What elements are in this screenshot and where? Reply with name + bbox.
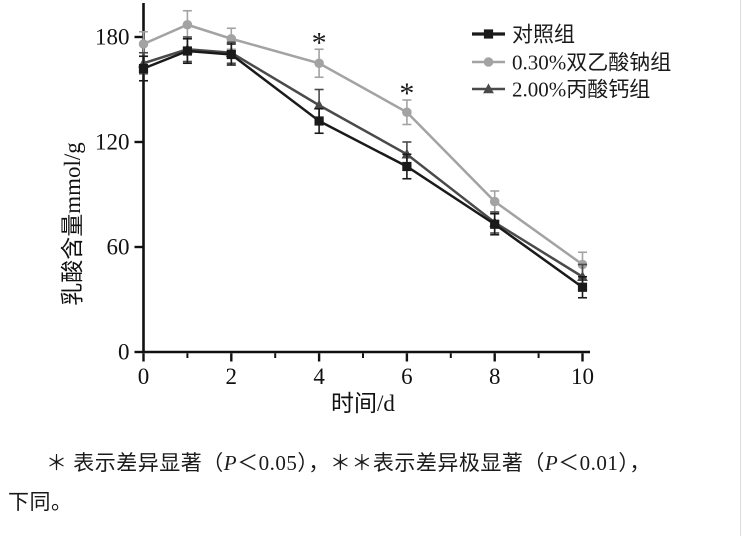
footnote-p-italic: P <box>223 451 238 475</box>
series-triangle <box>138 36 588 290</box>
x-tick-label: 0 <box>138 364 150 389</box>
square-marker <box>483 29 494 39</box>
legend-label: 对照组 <box>512 23 575 47</box>
significance-asterisk: * <box>399 77 414 110</box>
square-marker <box>138 63 149 74</box>
footnote-text: ＜0.05），＊＊表示差异极显著（ <box>237 451 545 475</box>
triangle-marker <box>313 99 325 110</box>
y-tick-label: 180 <box>95 25 130 50</box>
x-tick-label: 4 <box>313 364 325 389</box>
square-marker <box>577 282 588 292</box>
footnote-p-italic: P <box>544 451 559 475</box>
square-marker <box>490 219 500 229</box>
page-right-border <box>740 0 741 536</box>
circle-marker <box>226 33 237 44</box>
circle-marker <box>402 107 412 118</box>
circle-marker <box>483 57 494 67</box>
line-chart: 0 60 120 180 0 2 4 6 8 10 时间/d 乳酸含量mmol/g * * 对照组 0.30%… <box>60 3 671 416</box>
x-tick-label: 8 <box>489 364 501 389</box>
circle-marker <box>182 19 193 30</box>
footnote-line-1: ＊ 表示差异显著（P＜0.05），＊＊表示差异极显著（P＜0.01）， <box>6 444 738 483</box>
chart-svg: 0 60 120 180 0 2 4 6 8 10 时间/d 乳酸含量mmol/g * * 对照组 0.30%… <box>60 3 671 416</box>
y-axis-label: 乳酸含量mmol/g <box>60 142 85 306</box>
legend-item: 2.00%丙酸钙组 <box>472 78 650 102</box>
y-tick-label: 0 <box>118 340 130 365</box>
square-marker <box>402 161 412 172</box>
legend-item: 对照组 <box>472 23 575 47</box>
footnote-text: ＜0.01）， <box>558 451 651 475</box>
y-tick-label: 60 <box>107 235 130 260</box>
square-marker <box>314 116 324 126</box>
significance-asterisk: * <box>312 26 327 59</box>
y-tick-label: 120 <box>95 130 130 155</box>
x-tick-label: 6 <box>401 364 413 389</box>
circle-marker <box>138 39 149 49</box>
legend-label: 0.30%双乙酸钠组 <box>512 51 671 75</box>
footnote-text: ＊ 表示差异显著（ <box>46 451 224 475</box>
legend-label: 2.00%丙酸钙组 <box>512 78 650 102</box>
triangle-marker <box>483 83 494 94</box>
square-marker <box>182 46 192 56</box>
circle-marker <box>489 196 500 207</box>
footnote-line-2: 下同。 <box>8 489 73 514</box>
circle-marker <box>314 58 324 69</box>
x-tick-label: 10 <box>571 364 594 389</box>
x-axis-label: 时间/d <box>331 391 395 416</box>
x-tick-label: 2 <box>226 364 238 389</box>
square-marker <box>226 49 236 60</box>
legend-item: 0.30%双乙酸钠组 <box>472 51 671 75</box>
series-square <box>138 37 588 299</box>
significance-footnote: ＊ 表示差异显著（P＜0.05），＊＊表示差异极显著（P＜0.01）， 下同。 <box>0 430 744 522</box>
